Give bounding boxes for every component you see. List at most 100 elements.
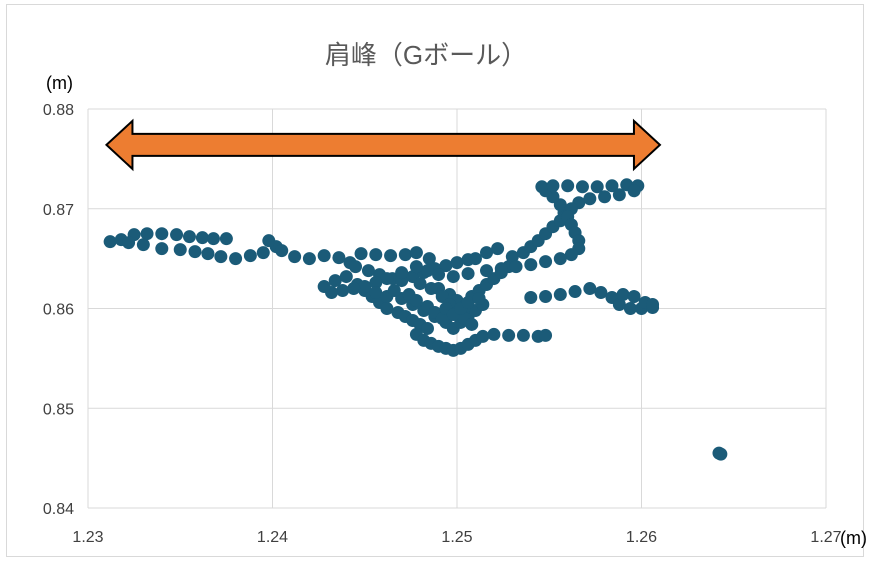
- data-point: [564, 248, 578, 262]
- data-point: [409, 294, 423, 308]
- data-point: [516, 328, 530, 342]
- x-tick-label: 1.23: [72, 529, 103, 546]
- data-point: [539, 290, 553, 304]
- data-point: [140, 227, 154, 241]
- data-point: [461, 267, 475, 281]
- data-point: [472, 292, 486, 306]
- x-axis-unit: (m): [840, 528, 867, 548]
- data-point: [432, 268, 446, 282]
- data-point: [494, 262, 508, 276]
- data-point: [173, 243, 187, 257]
- data-point: [336, 284, 350, 298]
- annotation-arrow: [104, 118, 662, 172]
- data-point: [714, 447, 728, 461]
- data-point: [627, 290, 641, 304]
- y-tick-label: 0.88: [43, 102, 74, 119]
- data-point: [435, 311, 449, 325]
- data-point: [206, 232, 220, 246]
- data-point: [420, 321, 434, 335]
- data-point: [468, 252, 482, 266]
- x-tick-label: 1.26: [626, 529, 657, 546]
- data-point: [612, 298, 626, 312]
- data-point: [409, 246, 423, 260]
- data-point: [480, 246, 494, 260]
- data-point: [450, 256, 464, 270]
- data-points: [103, 178, 728, 461]
- data-point: [524, 291, 538, 305]
- data-point: [201, 247, 215, 261]
- chart-frame: [6, 4, 864, 557]
- data-point: [155, 227, 169, 241]
- data-point: [546, 179, 560, 193]
- data-point: [491, 242, 505, 256]
- data-point: [439, 259, 453, 273]
- data-point: [317, 280, 331, 294]
- data-point: [229, 252, 243, 266]
- data-point: [214, 250, 228, 264]
- data-point: [616, 288, 630, 302]
- double-arrow: [104, 118, 662, 172]
- data-point: [349, 260, 363, 274]
- data-point: [583, 282, 597, 296]
- data-point: [594, 286, 608, 300]
- y-tick-label: 0.87: [43, 202, 74, 219]
- data-point: [646, 298, 660, 312]
- data-point: [413, 277, 427, 291]
- data-point: [188, 245, 202, 259]
- data-point: [170, 228, 184, 242]
- data-point: [509, 260, 523, 274]
- data-point: [339, 270, 353, 284]
- data-point: [354, 247, 368, 261]
- data-point: [553, 252, 567, 266]
- y-axis-unit: (m): [46, 73, 73, 93]
- tick-labels: 1.23 1.24 1.25 1.26 1.27 0.84 0.85 0.86 0.87 0.88: [43, 102, 842, 546]
- data-point: [553, 288, 567, 302]
- data-point: [384, 249, 398, 263]
- data-point: [195, 231, 209, 245]
- y-tick-label: 0.85: [43, 401, 74, 418]
- data-point: [288, 250, 302, 264]
- data-point: [369, 276, 383, 290]
- x-tick-label: 1.25: [441, 529, 472, 546]
- data-point: [575, 180, 589, 194]
- data-point: [539, 255, 553, 269]
- data-point: [480, 264, 494, 278]
- data-point: [122, 236, 136, 250]
- data-point: [262, 234, 276, 248]
- data-point: [535, 180, 549, 194]
- data-point: [424, 282, 438, 296]
- data-point: [369, 248, 383, 262]
- data-point: [461, 296, 475, 310]
- data-point: [369, 286, 383, 300]
- data-point: [219, 232, 233, 246]
- data-point: [395, 266, 409, 280]
- y-tick-label: 0.86: [43, 302, 74, 319]
- data-point: [524, 258, 538, 272]
- data-point: [398, 248, 412, 262]
- data-point: [502, 328, 516, 342]
- data-point: [465, 317, 479, 331]
- data-point: [539, 328, 553, 342]
- data-point: [612, 188, 626, 202]
- data-point: [627, 184, 641, 198]
- data-point: [361, 264, 375, 278]
- data-point: [332, 251, 346, 265]
- data-point: [103, 235, 117, 249]
- data-point: [561, 179, 575, 193]
- data-point: [380, 272, 394, 286]
- data-point: [302, 252, 316, 266]
- chart-title: 肩峰（Gボール）: [325, 40, 527, 70]
- data-point: [256, 246, 270, 260]
- data-point: [275, 244, 289, 258]
- data-point: [505, 250, 519, 264]
- data-point: [243, 249, 257, 263]
- data-point: [358, 280, 372, 294]
- data-point: [136, 238, 150, 252]
- data-point: [590, 180, 604, 194]
- data-point: [155, 242, 169, 256]
- data-point: [317, 249, 331, 263]
- y-tick-label: 0.84: [43, 501, 74, 518]
- data-point: [182, 230, 196, 244]
- data-point: [328, 274, 342, 288]
